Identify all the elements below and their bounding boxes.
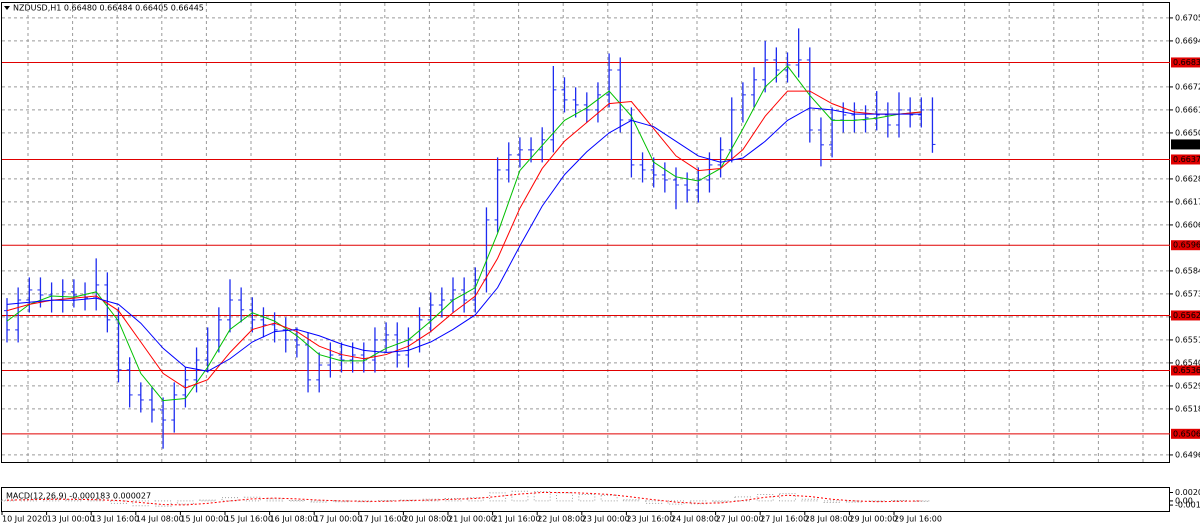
macd-bar	[578, 493, 596, 502]
x-tick-label: 13 Jul 16:00	[91, 515, 139, 524]
y-tick-label: 0.66170	[1175, 197, 1200, 206]
macd-bar	[377, 500, 395, 502]
price-label: 0.66445	[1173, 140, 1200, 149]
x-tick-label: 23 Jul 16:00	[626, 515, 674, 524]
x-tick-label: 27 Jul 16:00	[760, 515, 808, 524]
macd-bar	[845, 500, 863, 503]
x-tick-label: 13 Jul 00:00	[47, 515, 95, 524]
y-tick-label: 0.64960	[1175, 450, 1200, 459]
chart-title: NZDUSD,H1 0.66480 0.66484 0.66405 0.6644…	[13, 4, 204, 13]
macd-signal	[6, 491, 922, 506]
level-label: 0.66837	[1173, 58, 1200, 67]
x-tick-label: 23 Jul 00:00	[582, 515, 630, 524]
moving-average	[6, 65, 922, 402]
y-tick-label: 0.66610	[1175, 105, 1200, 114]
x-tick-label: 15 Jul 16:00	[225, 515, 273, 524]
macd-bar	[533, 491, 551, 502]
macd-bar	[689, 500, 707, 505]
level-label: 0.65364	[1173, 366, 1200, 375]
macd-bar	[890, 500, 908, 502]
macd-bar	[779, 493, 796, 502]
y-tick-label: 0.67050	[1175, 13, 1200, 22]
y-tick-label: 0.66280	[1175, 174, 1200, 183]
macd-bar	[600, 494, 618, 502]
macd-bar	[87, 499, 105, 502]
macd-bar	[221, 497, 239, 502]
x-tick-label: 17 Jul 00:00	[314, 515, 362, 524]
macd-bar	[243, 496, 261, 502]
moving-average	[6, 90, 922, 389]
y-tick-label: 0.00	[1175, 496, 1193, 505]
level-tag	[1171, 240, 1200, 251]
macd-bar	[712, 500, 730, 503]
x-tick-label: 27 Jul 00:00	[716, 515, 764, 524]
x-tick-label: 29 Jul 00:00	[849, 515, 897, 524]
x-tick-label: 17 Jul 16:00	[359, 515, 407, 524]
moving-average	[6, 107, 922, 372]
y-tick-label: 0.65180	[1175, 404, 1200, 413]
macd-frame	[1, 487, 1170, 512]
y-tick-label: 0.66720	[1175, 82, 1200, 91]
x-tick-label: 28 Jul 08:00	[805, 515, 853, 524]
x-tick-label: 14 Jul 08:00	[136, 515, 184, 524]
main-frame	[1, 2, 1170, 463]
level-tag	[1171, 310, 1200, 321]
y-tick-label: 0.65730	[1175, 289, 1200, 298]
y-tick-label: 0.66500	[1175, 128, 1200, 137]
level-tag	[1171, 154, 1200, 165]
macd-bar	[176, 500, 194, 505]
y-tick-label: 0.002088	[1175, 488, 1200, 497]
level-label: 0.65627	[1173, 311, 1200, 320]
level-tag	[1171, 365, 1200, 376]
level-label: 0.66373	[1173, 155, 1200, 164]
macd-bar	[667, 500, 685, 505]
x-tick-label: 16 Jul 08:00	[270, 515, 318, 524]
menu-icon	[4, 6, 10, 10]
macd-bar	[65, 499, 83, 502]
macd-bar	[511, 490, 529, 502]
x-tick-label: 21 Jul 16:00	[493, 515, 541, 524]
macd-bar	[310, 500, 328, 503]
x-tick-label: 22 Jul 08:00	[537, 515, 585, 524]
macd-bar	[333, 500, 350, 503]
level-tag	[1171, 428, 1200, 439]
y-tick-label: 0.66940	[1175, 36, 1200, 45]
macd-bar	[868, 500, 886, 502]
y-tick-label: -0.001033	[1175, 501, 1200, 510]
y-tick-label: 0.65400	[1175, 358, 1200, 367]
macd-bar	[466, 497, 484, 502]
level-label: 0.65963	[1173, 241, 1200, 250]
macd-bar	[756, 493, 774, 502]
y-tick-label: 0.65840	[1175, 266, 1200, 275]
macd-bar	[199, 499, 217, 502]
macd-bar	[288, 500, 306, 502]
x-tick-label: 21 Jul 00:00	[448, 515, 496, 524]
macd-bar	[622, 499, 640, 502]
macd-title: MACD(12,26,9) -0.000183 0.000027	[6, 492, 151, 501]
x-tick-label: 24 Jul 08:00	[671, 515, 719, 524]
y-tick-label: 0.65290	[1175, 381, 1200, 390]
x-tick-label: 20 Jul 08:00	[403, 515, 451, 524]
y-tick-label: 0.66060	[1175, 220, 1200, 229]
x-tick-label: 15 Jul 00:00	[180, 515, 228, 524]
x-tick-label: 29 Jul 16:00	[894, 515, 942, 524]
macd-bar	[0, 499, 16, 502]
x-tick-label: 10 Jul 2020	[2, 515, 47, 524]
y-tick-label: 0.65510	[1175, 335, 1200, 344]
price-tag	[1171, 139, 1200, 150]
level-tag	[1171, 57, 1200, 68]
